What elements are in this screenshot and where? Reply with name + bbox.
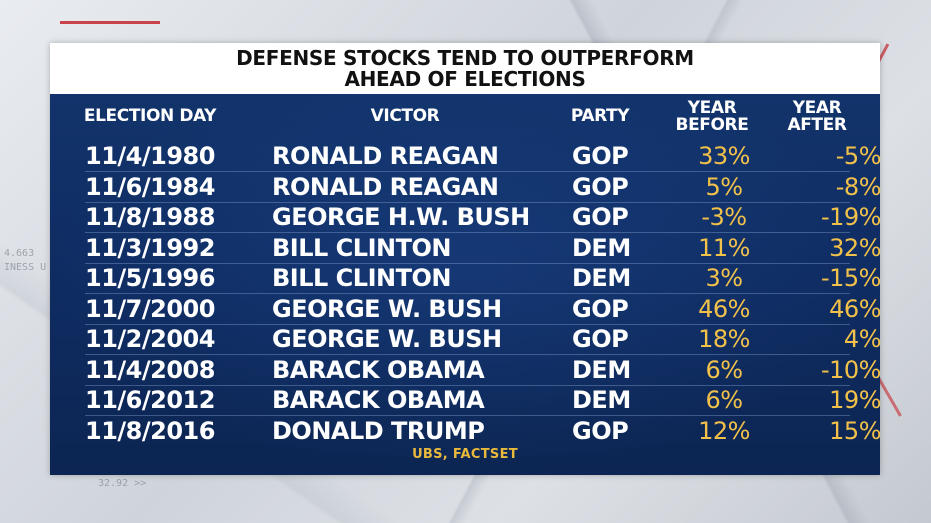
cell-year-after: -10%: [820, 355, 882, 384]
background-red-stripe: [60, 21, 160, 24]
cell-year-before: 5%: [705, 172, 743, 201]
cell-party: GOP: [572, 294, 629, 323]
cell-year-before: 6%: [705, 386, 743, 414]
source-credit: UBS, FACTSET: [412, 447, 518, 462]
cell-victor: BILL CLINTON: [272, 233, 451, 262]
cell-date: 11/3/1992: [85, 233, 215, 262]
cell-year-before: 46%: [698, 294, 750, 323]
title-banner: DEFENSE STOCKS TEND TO OUTPERFORM AHEAD …: [50, 43, 880, 94]
cell-year-after: -15%: [820, 264, 882, 292]
table-row: 11/7/2000 GEORGE W. BUSH GOP 46% 46%: [85, 294, 882, 325]
header-year-after-line2: AFTER: [787, 114, 847, 135]
cell-date: 11/4/2008: [85, 355, 215, 384]
cell-year-after: 46%: [829, 294, 881, 323]
table-row: 11/6/2012 BARACK OBAMA DEM 6% 19%: [85, 385, 882, 416]
title-line-1: DEFENSE STOCKS TEND TO OUTPERFORM: [236, 45, 694, 70]
cell-party: DEM: [572, 233, 631, 262]
cell-date: 11/4/1980: [85, 142, 215, 170]
cell-year-after: 4%: [843, 325, 882, 353]
cell-party: GOP: [572, 325, 629, 353]
cell-year-before: 6%: [705, 355, 743, 384]
cell-year-after: -19%: [820, 203, 882, 231]
cell-year-after: 19%: [829, 386, 881, 414]
cell-year-before: 18%: [698, 325, 750, 353]
cell-date: 11/8/2016: [85, 416, 215, 445]
cell-year-before: 33%: [698, 142, 750, 170]
cell-party: GOP: [572, 416, 629, 445]
cell-date: 11/5/1996: [85, 264, 215, 292]
cell-year-after: -8%: [835, 172, 882, 201]
title-line-2: AHEAD OF ELECTIONS: [344, 66, 586, 91]
cell-date: 11/7/2000: [85, 294, 215, 323]
cell-victor: GEORGE W. BUSH: [272, 294, 502, 323]
header-victor: VICTOR: [370, 106, 440, 126]
table-row: 11/5/1996 BILL CLINTON DEM 3% -15%: [85, 263, 882, 294]
cell-victor: RONALD REAGAN: [272, 142, 499, 170]
background-ticker-text: INESS U: [4, 262, 47, 273]
background-ticker-text: 32.92 >>: [98, 478, 147, 489]
table-row: 11/8/1988 GEORGE H.W. BUSH GOP -3% -19%: [85, 202, 882, 233]
cell-victor: BILL CLINTON: [272, 264, 451, 292]
table-row: 11/3/1992 BILL CLINTON DEM 11% 32%: [85, 233, 882, 264]
cell-year-before: 12%: [698, 416, 750, 445]
cell-victor: GEORGE H.W. BUSH: [272, 203, 530, 231]
cell-year-before: 11%: [698, 233, 750, 262]
header-year-after-line1: YEAR: [792, 97, 842, 118]
header-year-before-line1: YEAR: [687, 97, 737, 118]
cell-victor: BARACK OBAMA: [272, 386, 485, 414]
cell-date: 11/2/2004: [85, 325, 215, 353]
cell-party: DEM: [572, 355, 631, 384]
table-row: 11/4/2008 BARACK OBAMA DEM 6% -10%: [85, 355, 882, 386]
cell-date: 11/6/2012: [85, 386, 215, 414]
cell-party: GOP: [572, 172, 629, 201]
cell-date: 11/8/1988: [85, 203, 215, 231]
cell-victor: GEORGE W. BUSH: [272, 325, 502, 353]
graphic-panel: DEFENSE STOCKS TEND TO OUTPERFORM AHEAD …: [50, 43, 882, 475]
table-row: 11/6/1984 RONALD REAGAN GOP 5% -8%: [85, 172, 882, 203]
cell-year-before: -3%: [701, 203, 747, 231]
header-year-before-line2: BEFORE: [675, 114, 749, 135]
cell-party: DEM: [572, 264, 631, 292]
cell-victor: BARACK OBAMA: [272, 355, 485, 384]
cell-date: 11/6/1984: [85, 172, 215, 201]
table-row: 11/4/1980 RONALD REAGAN GOP 33% -5%: [85, 141, 882, 172]
cell-party: GOP: [572, 142, 629, 170]
header-election-day: ELECTION DAY: [83, 106, 217, 126]
cell-party: GOP: [572, 203, 629, 231]
background-ticker-text: 4.663: [4, 248, 35, 259]
cell-year-after: 32%: [829, 233, 881, 262]
header-party: PARTY: [570, 106, 630, 126]
cell-year-after: 15%: [829, 416, 881, 445]
table-row: 11/8/2016 DONALD TRUMP GOP 12% 15%: [85, 416, 882, 446]
cell-year-after: -5%: [835, 142, 882, 170]
cell-victor: RONALD REAGAN: [272, 172, 499, 201]
cell-victor: DONALD TRUMP: [272, 416, 485, 445]
cell-year-before: 3%: [705, 264, 743, 292]
header-year-before: YEAR BEFORE: [667, 94, 757, 139]
table-row: 11/2/2004 GEORGE W. BUSH GOP 18% 4%: [85, 324, 882, 355]
election-table: ELECTION DAY VICTOR PARTY YEAR BEFORE YE…: [50, 94, 882, 475]
header-year-after: YEAR AFTER: [772, 94, 862, 139]
cell-party: DEM: [572, 386, 631, 414]
